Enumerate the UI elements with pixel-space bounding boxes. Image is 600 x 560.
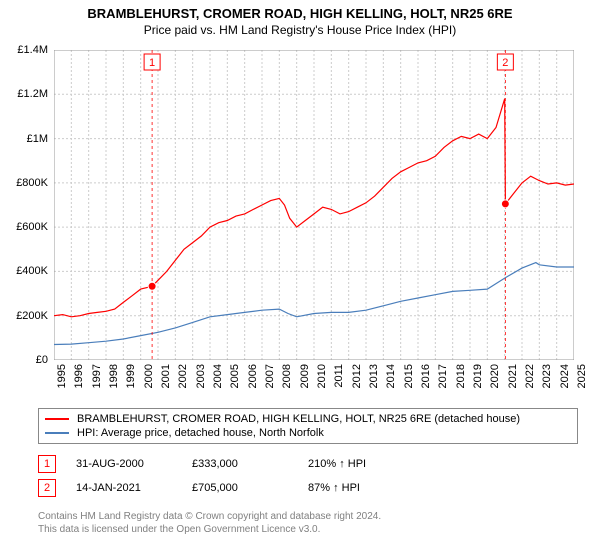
- x-tick-label: 2021: [507, 364, 519, 394]
- chart-title: BRAMBLEHURST, CROMER ROAD, HIGH KELLING,…: [0, 6, 600, 21]
- y-tick-label: £600K: [0, 221, 48, 233]
- marker-badge-2: 2: [38, 479, 56, 497]
- marker-table: 1 31-AUG-2000 £333,000 210% ↑ HPI 2 14-J…: [38, 452, 366, 500]
- attribution-line2: This data is licensed under the Open Gov…: [38, 523, 381, 536]
- marker-badge-1: 1: [38, 455, 56, 473]
- y-tick-label: £1.4M: [0, 44, 48, 56]
- x-tick-label: 2012: [351, 364, 363, 394]
- marker-row-2: 2 14-JAN-2021 £705,000 87% ↑ HPI: [38, 476, 366, 500]
- chart-container: BRAMBLEHURST, CROMER ROAD, HIGH KELLING,…: [0, 0, 600, 560]
- x-tick-label: 2010: [316, 364, 328, 394]
- y-tick-label: £0: [0, 354, 48, 366]
- x-tick-label: 2015: [403, 364, 415, 394]
- y-tick-label: £200K: [0, 310, 48, 322]
- x-tick-label: 2007: [264, 364, 276, 394]
- x-tick-label: 2006: [247, 364, 259, 394]
- x-tick-label: 1996: [73, 364, 85, 394]
- marker-price-2: £705,000: [192, 482, 288, 494]
- x-tick-label: 2001: [160, 364, 172, 394]
- x-tick-label: 2025: [576, 364, 588, 394]
- x-tick-label: 1998: [108, 364, 120, 394]
- legend-label-price: BRAMBLEHURST, CROMER ROAD, HIGH KELLING,…: [77, 413, 520, 425]
- legend: BRAMBLEHURST, CROMER ROAD, HIGH KELLING,…: [38, 408, 578, 444]
- x-tick-label: 1995: [56, 364, 68, 394]
- x-tick-label: 2002: [177, 364, 189, 394]
- svg-text:1: 1: [149, 57, 155, 69]
- x-tick-label: 2024: [559, 364, 571, 394]
- x-tick-label: 2014: [385, 364, 397, 394]
- legend-item-hpi: HPI: Average price, detached house, Nort…: [45, 426, 571, 440]
- x-tick-label: 1999: [125, 364, 137, 394]
- chart-svg: 12: [54, 50, 574, 360]
- legend-label-hpi: HPI: Average price, detached house, Nort…: [77, 427, 324, 439]
- chart-subtitle: Price paid vs. HM Land Registry's House …: [0, 21, 600, 37]
- marker-date-2: 14-JAN-2021: [76, 482, 172, 494]
- x-tick-label: 2018: [455, 364, 467, 394]
- marker-pct-2: 87% ↑ HPI: [308, 482, 360, 494]
- x-tick-label: 2005: [229, 364, 241, 394]
- marker-row-1: 1 31-AUG-2000 £333,000 210% ↑ HPI: [38, 452, 366, 476]
- legend-swatch-hpi: [45, 432, 69, 434]
- attribution-line1: Contains HM Land Registry data © Crown c…: [38, 510, 381, 523]
- x-tick-label: 2003: [195, 364, 207, 394]
- x-tick-label: 2022: [524, 364, 536, 394]
- x-tick-label: 2016: [420, 364, 432, 394]
- x-tick-label: 2017: [437, 364, 449, 394]
- x-tick-label: 2008: [281, 364, 293, 394]
- legend-item-price: BRAMBLEHURST, CROMER ROAD, HIGH KELLING,…: [45, 412, 571, 426]
- marker-date-1: 31-AUG-2000: [76, 458, 172, 470]
- y-tick-label: £1M: [0, 133, 48, 145]
- x-tick-label: 2004: [212, 364, 224, 394]
- x-tick-label: 2013: [368, 364, 380, 394]
- attribution: Contains HM Land Registry data © Crown c…: [38, 510, 381, 536]
- svg-text:2: 2: [502, 57, 508, 69]
- title-block: BRAMBLEHURST, CROMER ROAD, HIGH KELLING,…: [0, 0, 600, 37]
- y-tick-label: £800K: [0, 177, 48, 189]
- x-tick-label: 2019: [472, 364, 484, 394]
- plot-area: 12: [54, 50, 574, 360]
- legend-swatch-price: [45, 418, 69, 420]
- y-tick-label: £400K: [0, 265, 48, 277]
- x-tick-label: 2009: [299, 364, 311, 394]
- marker-pct-1: 210% ↑ HPI: [308, 458, 366, 470]
- x-tick-label: 2020: [489, 364, 501, 394]
- marker-price-1: £333,000: [192, 458, 288, 470]
- x-tick-label: 1997: [91, 364, 103, 394]
- x-tick-label: 2023: [541, 364, 553, 394]
- x-tick-label: 2000: [143, 364, 155, 394]
- x-tick-label: 2011: [333, 364, 345, 394]
- y-tick-label: £1.2M: [0, 88, 48, 100]
